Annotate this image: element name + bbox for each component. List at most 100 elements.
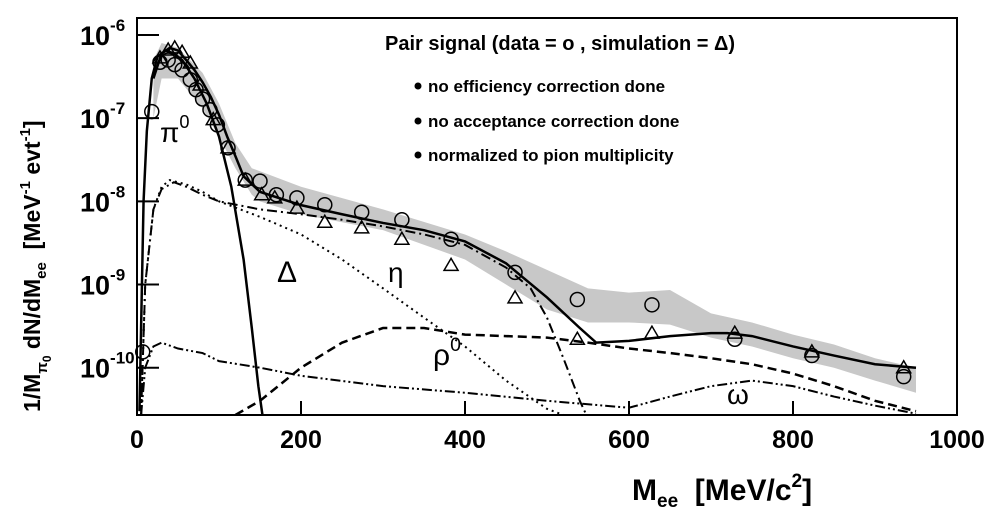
data-point [317,196,333,213]
y-label-part: ] [19,120,45,128]
x-tick-label: 1000 [929,426,985,454]
sim-point [288,199,306,214]
y-tick-exponent: -7 [110,99,125,118]
sim-point [266,189,284,204]
y-label-part: dN/dM [19,279,45,356]
curve-label-text: π [160,117,179,148]
y-tick-base: 10 [80,21,110,51]
y-tick-base: 10 [80,271,110,301]
data-point [144,103,160,120]
x-label-part: M [632,474,657,507]
y-label-part: [MeV [19,194,45,262]
data-point [353,204,370,220]
curve [140,181,588,415]
data-point [394,212,410,228]
data-point [644,297,660,313]
data-point [134,344,151,360]
y-tick-label: 10-7 [80,99,125,134]
y-tick-exponent: -10 [110,349,135,368]
sim-point [895,359,913,374]
x-tick-label: 0 [130,426,144,454]
y-tick-label: 10-6 [80,16,125,51]
x-label-part: ] [802,474,812,507]
bullet [414,82,422,90]
curve-label: ρ0 [433,334,461,372]
curve-label-text: ω [727,379,749,410]
y-label-part: π [34,362,51,374]
curve-label: ω [727,379,749,410]
x-label-part: 2 [792,471,803,492]
y-axis-label: 1/Mπ0 dN/dMee [MeV-1 evt-1] [17,120,54,412]
x-label-part: [MeV/c [678,474,791,507]
sim-point [569,330,586,345]
y-tick-exponent: -8 [110,182,125,201]
y-tick-base: 10 [80,104,110,134]
bullet [414,117,422,125]
data-point [727,331,743,347]
sim-point [166,39,184,54]
sim-point [353,219,370,234]
x-tick-label: 600 [608,426,650,454]
curve-label-sup: 0 [450,334,461,356]
sim-point [393,230,411,246]
y-label-part: evt [19,141,45,181]
sim-point [316,213,334,229]
curve [234,326,917,415]
sim-point [506,289,524,304]
sim-point [253,186,270,201]
legend-title: Pair signal (data = o , simulation = Δ) [385,33,735,55]
bullet [414,151,422,159]
sim-point [159,41,177,56]
note: normalized to pion multiplicity [428,146,674,165]
y-label-part: 0 [40,355,54,362]
sim-point [204,111,222,126]
sim-point [181,54,199,69]
y-tick-label: 10-8 [80,182,125,217]
y-label-part: -1 [17,128,34,141]
x-label-part: ee [657,491,678,512]
y-tick-exponent: -6 [110,16,125,35]
data-point [895,368,912,385]
data-point [194,91,211,107]
curve-label: Δ [277,256,297,289]
plot-frame [136,17,958,416]
note: no acceptance correction done [428,112,679,131]
data-point [569,291,586,308]
curve-label-text: ρ [433,339,450,372]
data-point [443,231,459,248]
x-axis-label: Mee [MeV/c2] [632,471,812,512]
y-tick-exponent: -9 [110,266,125,285]
sim-point [191,76,209,91]
note: no efficiency correction done [428,77,665,96]
x-tick-label: 800 [772,426,814,454]
y-tick-base: 10 [80,354,110,384]
y-tick-label: 10-10 [80,349,135,384]
y-tick-label: 10-9 [80,266,125,301]
sim-point [236,171,254,186]
y-label-part: -1 [17,181,34,194]
curve [152,46,917,369]
curve-label-sup: 0 [179,112,189,132]
data-point [289,190,305,206]
data-point [174,62,190,78]
sim-point [173,43,191,58]
sim-point [803,343,821,358]
sim-point [726,324,744,339]
x-tick-label: 400 [444,426,486,454]
curve-label-text: Δ [277,256,297,289]
data-point [268,187,285,203]
sim-point [219,139,237,154]
y-label-part: 1/M [19,374,45,412]
sim-point [442,256,460,272]
data-point [252,173,268,189]
sim-point [643,324,661,339]
x-tick-label: 200 [280,426,322,454]
curve-label: η [388,257,404,288]
data-point [507,264,523,281]
curve-label: π0 [160,112,189,148]
y-label-part: ee [33,262,50,279]
curve [140,341,917,415]
sim-point [151,49,169,64]
curve-label-text: η [388,257,404,288]
